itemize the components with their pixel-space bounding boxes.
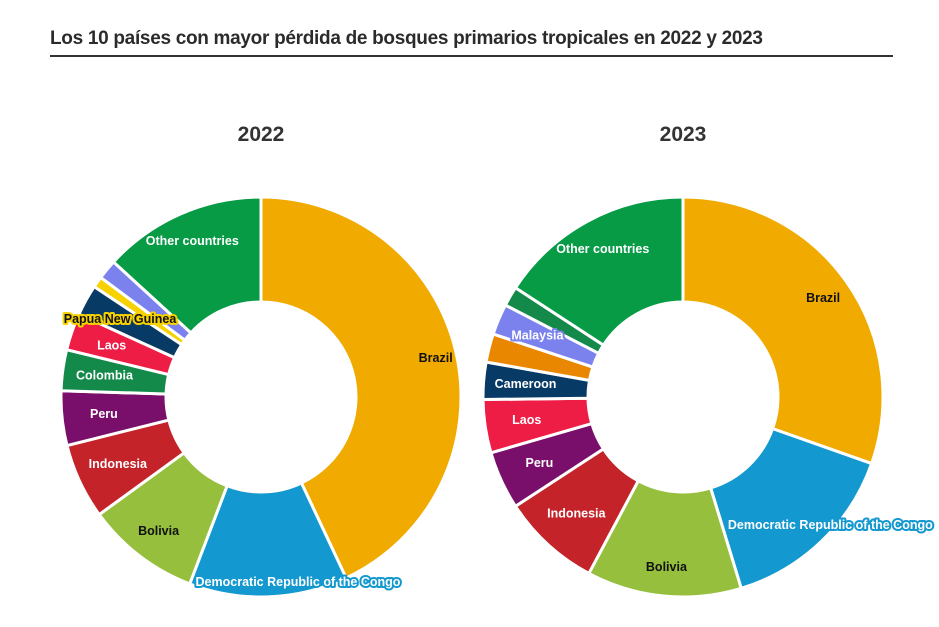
label-bolivia-2023: Bolivia bbox=[646, 560, 688, 574]
slice-democratic-republic-of-the-congo-2023[interactable] bbox=[709, 427, 874, 590]
label-cameroon-2023: Cameroon bbox=[495, 377, 557, 391]
slice-other-countries-2023[interactable] bbox=[513, 195, 685, 347]
label-laos-2022: Laos bbox=[97, 338, 126, 352]
slice-brazil-2022[interactable] bbox=[259, 195, 463, 580]
donut-2022: Brazil Democratic Republic of the Congo Bo… bbox=[59, 195, 463, 599]
label-brazil-2022: Brazil bbox=[419, 351, 453, 365]
label-democratic-republic-of-the-congo-2023: Democratic Republic of the Congo bbox=[728, 518, 933, 532]
chart-title-2022: 2022 bbox=[238, 123, 285, 146]
slice-brazil-2023[interactable] bbox=[681, 195, 885, 466]
title-divider bbox=[50, 55, 893, 57]
label-indonesia-2022: Indonesia bbox=[89, 457, 148, 471]
label-peru-2022: Peru bbox=[90, 407, 118, 421]
label-malaysia-2023: Malaysia bbox=[511, 329, 564, 343]
label-other-countries-2023: Other countries bbox=[556, 242, 649, 256]
label-indonesia-2023: Indonesia bbox=[547, 507, 606, 521]
slice-other-countries-2022[interactable] bbox=[111, 195, 263, 335]
page-title: Los 10 países con mayor pérdida de bosqu… bbox=[50, 28, 763, 49]
label-democratic-republic-of-the-congo-2022: Democratic Republic of the Congo bbox=[196, 575, 401, 589]
label-laos-2023: Laos bbox=[512, 413, 541, 427]
label-papua-new-guinea-2022: Papua New Guinea bbox=[64, 312, 178, 326]
donut-2023: Brazil Democratic Republic of the Congo Bo… bbox=[481, 195, 935, 599]
label-colombia-2022: Colombia bbox=[76, 369, 134, 383]
label-other-countries-2022: Other countries bbox=[146, 234, 239, 248]
label-peru-2023: Peru bbox=[526, 456, 554, 470]
label-bolivia-2022: Bolivia bbox=[138, 524, 180, 538]
label-brazil-2023: Brazil bbox=[806, 291, 840, 305]
chart-title-2023: 2023 bbox=[660, 123, 707, 146]
